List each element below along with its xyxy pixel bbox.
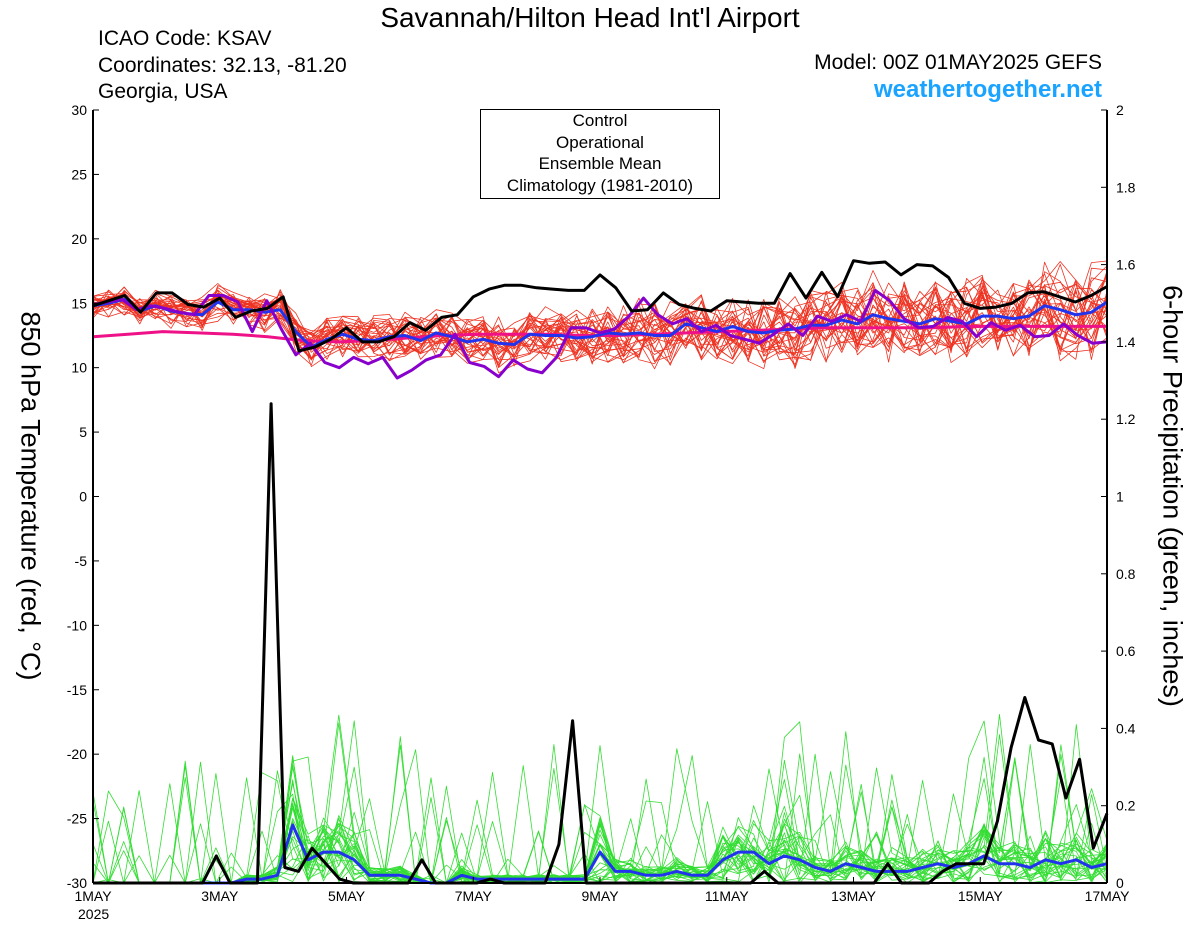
y-axis-left-label: 850 hPa Temperature (red, °C) — [15, 311, 46, 681]
y-axis-right-label: 6-hour Precipitation (green, inches) — [1157, 285, 1188, 707]
y-left-tick-label: 25 — [71, 166, 87, 182]
temp-member-line — [92, 278, 1108, 366]
x-tick-label: 15MAY — [958, 888, 1004, 904]
temp-member-line — [92, 281, 1108, 365]
temp-control-line — [92, 259, 1108, 353]
y-right-tick-label: 0.4 — [1116, 720, 1136, 736]
temp-member-line — [92, 281, 1108, 370]
y-left-tick-label: 15 — [71, 295, 87, 311]
coordinates: Coordinates: 32.13, -81.20 — [98, 54, 347, 77]
precip-ensemble-mean-line — [93, 823, 1108, 885]
site-link[interactable]: weathertogether.net — [873, 76, 1102, 103]
y-left-tick-label: 30 — [71, 102, 87, 118]
y-right-tick-label: 2 — [1116, 102, 1124, 118]
legend-control: Control — [572, 111, 628, 130]
precip-member-line — [92, 744, 1108, 884]
temp-member-line — [92, 270, 1108, 366]
precip-control-line — [93, 402, 1109, 885]
x-tick-label: 9MAY — [581, 888, 619, 904]
y-right-tick-label: 0.8 — [1116, 566, 1136, 582]
icao-code: ICAO Code: KSAV — [98, 27, 272, 50]
precip-member-line — [93, 783, 1108, 884]
x-axis-year-label: 2025 — [78, 906, 110, 922]
y-left-tick-label: -30 — [67, 875, 87, 891]
x-tick-label: 17MAY — [1085, 888, 1131, 904]
precip-member-line — [93, 744, 1108, 884]
y-left-tick-label: -5 — [75, 553, 88, 569]
y-left-tick-label: -20 — [67, 746, 87, 762]
y-right-tick-label: 0.6 — [1116, 643, 1136, 659]
temp-member-line — [92, 274, 1108, 360]
y-left-tick-label: 10 — [71, 360, 87, 376]
x-tick-label: 11MAY — [705, 888, 749, 904]
x-tick-label: 3MAY — [201, 888, 239, 904]
temp-member-line — [92, 261, 1108, 370]
legend-climatology: Climatology (1981-2010) — [506, 175, 694, 195]
y-left-tick-label: -10 — [67, 617, 87, 633]
y-right-tick-label: 1.6 — [1116, 257, 1136, 273]
temp-member-line — [92, 270, 1108, 368]
x-tick-label: 13MAY — [831, 888, 877, 904]
region: Georgia, USA — [98, 80, 228, 103]
legend-operational: Operational — [556, 132, 644, 152]
y-right-tick-label: 1.8 — [1116, 179, 1136, 195]
x-tick-label: 5MAY — [328, 888, 366, 904]
x-tick-label: 1MAY — [74, 888, 112, 904]
y-left-tick-label: 20 — [71, 231, 87, 247]
y-left-tick-label: 0 — [79, 489, 87, 505]
y-right-tick-label: 1.2 — [1116, 411, 1136, 427]
x-tick-label: 7MAY — [455, 888, 493, 904]
temp-member-line — [92, 267, 1108, 363]
legend-ensemble-mean: Ensemble Mean — [538, 154, 662, 173]
precip-member-line — [93, 744, 1108, 884]
operational-line — [92, 288, 1108, 380]
model-run: Model: 00Z 01MAY2025 GEFS — [814, 51, 1102, 74]
y-right-tick-label: 0 — [1116, 875, 1124, 891]
chart-legend: Control Operational Ensemble Mean Climat… — [480, 109, 720, 199]
y-right-tick-label: 1.4 — [1116, 334, 1136, 350]
page-title: Savannah/Hilton Head Int'l Airport — [380, 2, 800, 33]
y-left-tick-label: 5 — [79, 424, 87, 440]
y-right-tick-label: 0.2 — [1116, 798, 1136, 814]
y-left-tick-label: -25 — [67, 811, 87, 827]
precip-member-line — [93, 744, 1108, 884]
y-right-tick-label: 1 — [1116, 489, 1124, 505]
y-left-tick-label: -15 — [67, 682, 87, 698]
